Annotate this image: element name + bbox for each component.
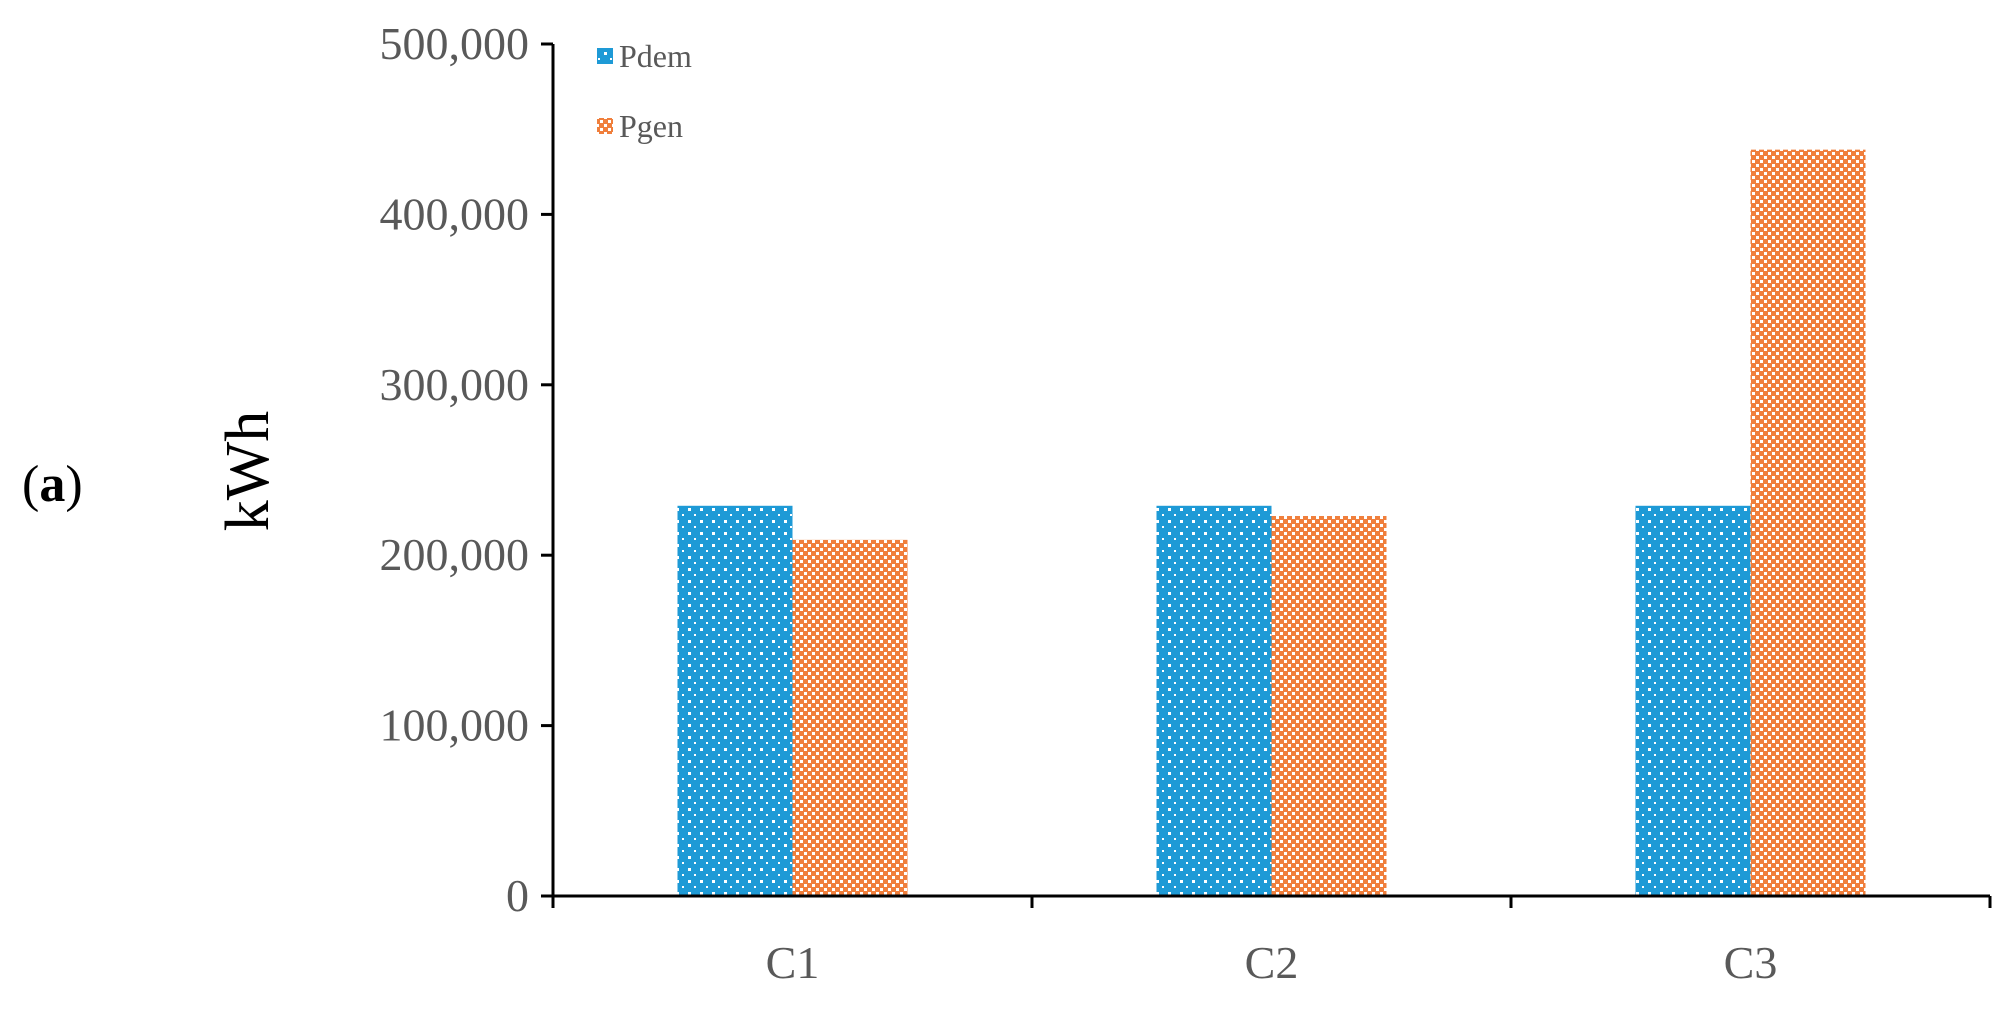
y-axis-ticks: 0 100,000 200,000 300,000 400,000 500,000 [380,18,553,921]
legend: Pdem Pgen [597,38,692,144]
legend-swatch-pdem [597,48,613,64]
x-tick-label: C3 [1724,937,1778,988]
y-tick-label: 100,000 [380,700,530,751]
bar-pgen-c3 [1750,149,1866,896]
legend-label-pgen: Pgen [619,108,683,144]
bar-pdem-c3 [1635,505,1751,896]
legend-label-pdem: Pdem [619,38,692,74]
y-tick-label: 500,000 [380,18,530,69]
bar-pgen-c2 [1271,516,1387,896]
y-tick-label: 400,000 [380,188,530,239]
panel-letter: a [39,456,66,513]
x-tick-label: C1 [766,937,820,988]
bars [677,149,1866,896]
y-tick-label: 300,000 [380,359,530,410]
legend-swatch-pgen [597,118,613,134]
panel-label: (a) [22,456,83,513]
bar-pgen-c1 [792,539,908,896]
x-tick-label: C2 [1245,937,1299,988]
bar-pdem-c2 [1156,505,1272,896]
y-tick-label: 200,000 [380,529,530,580]
axes [551,44,1990,898]
y-axis-label: kWh [214,411,282,532]
x-axis-ticks: C1 C2 C3 [551,896,1992,988]
bar-pdem-c1 [677,505,793,896]
y-tick-label: 0 [506,870,529,921]
